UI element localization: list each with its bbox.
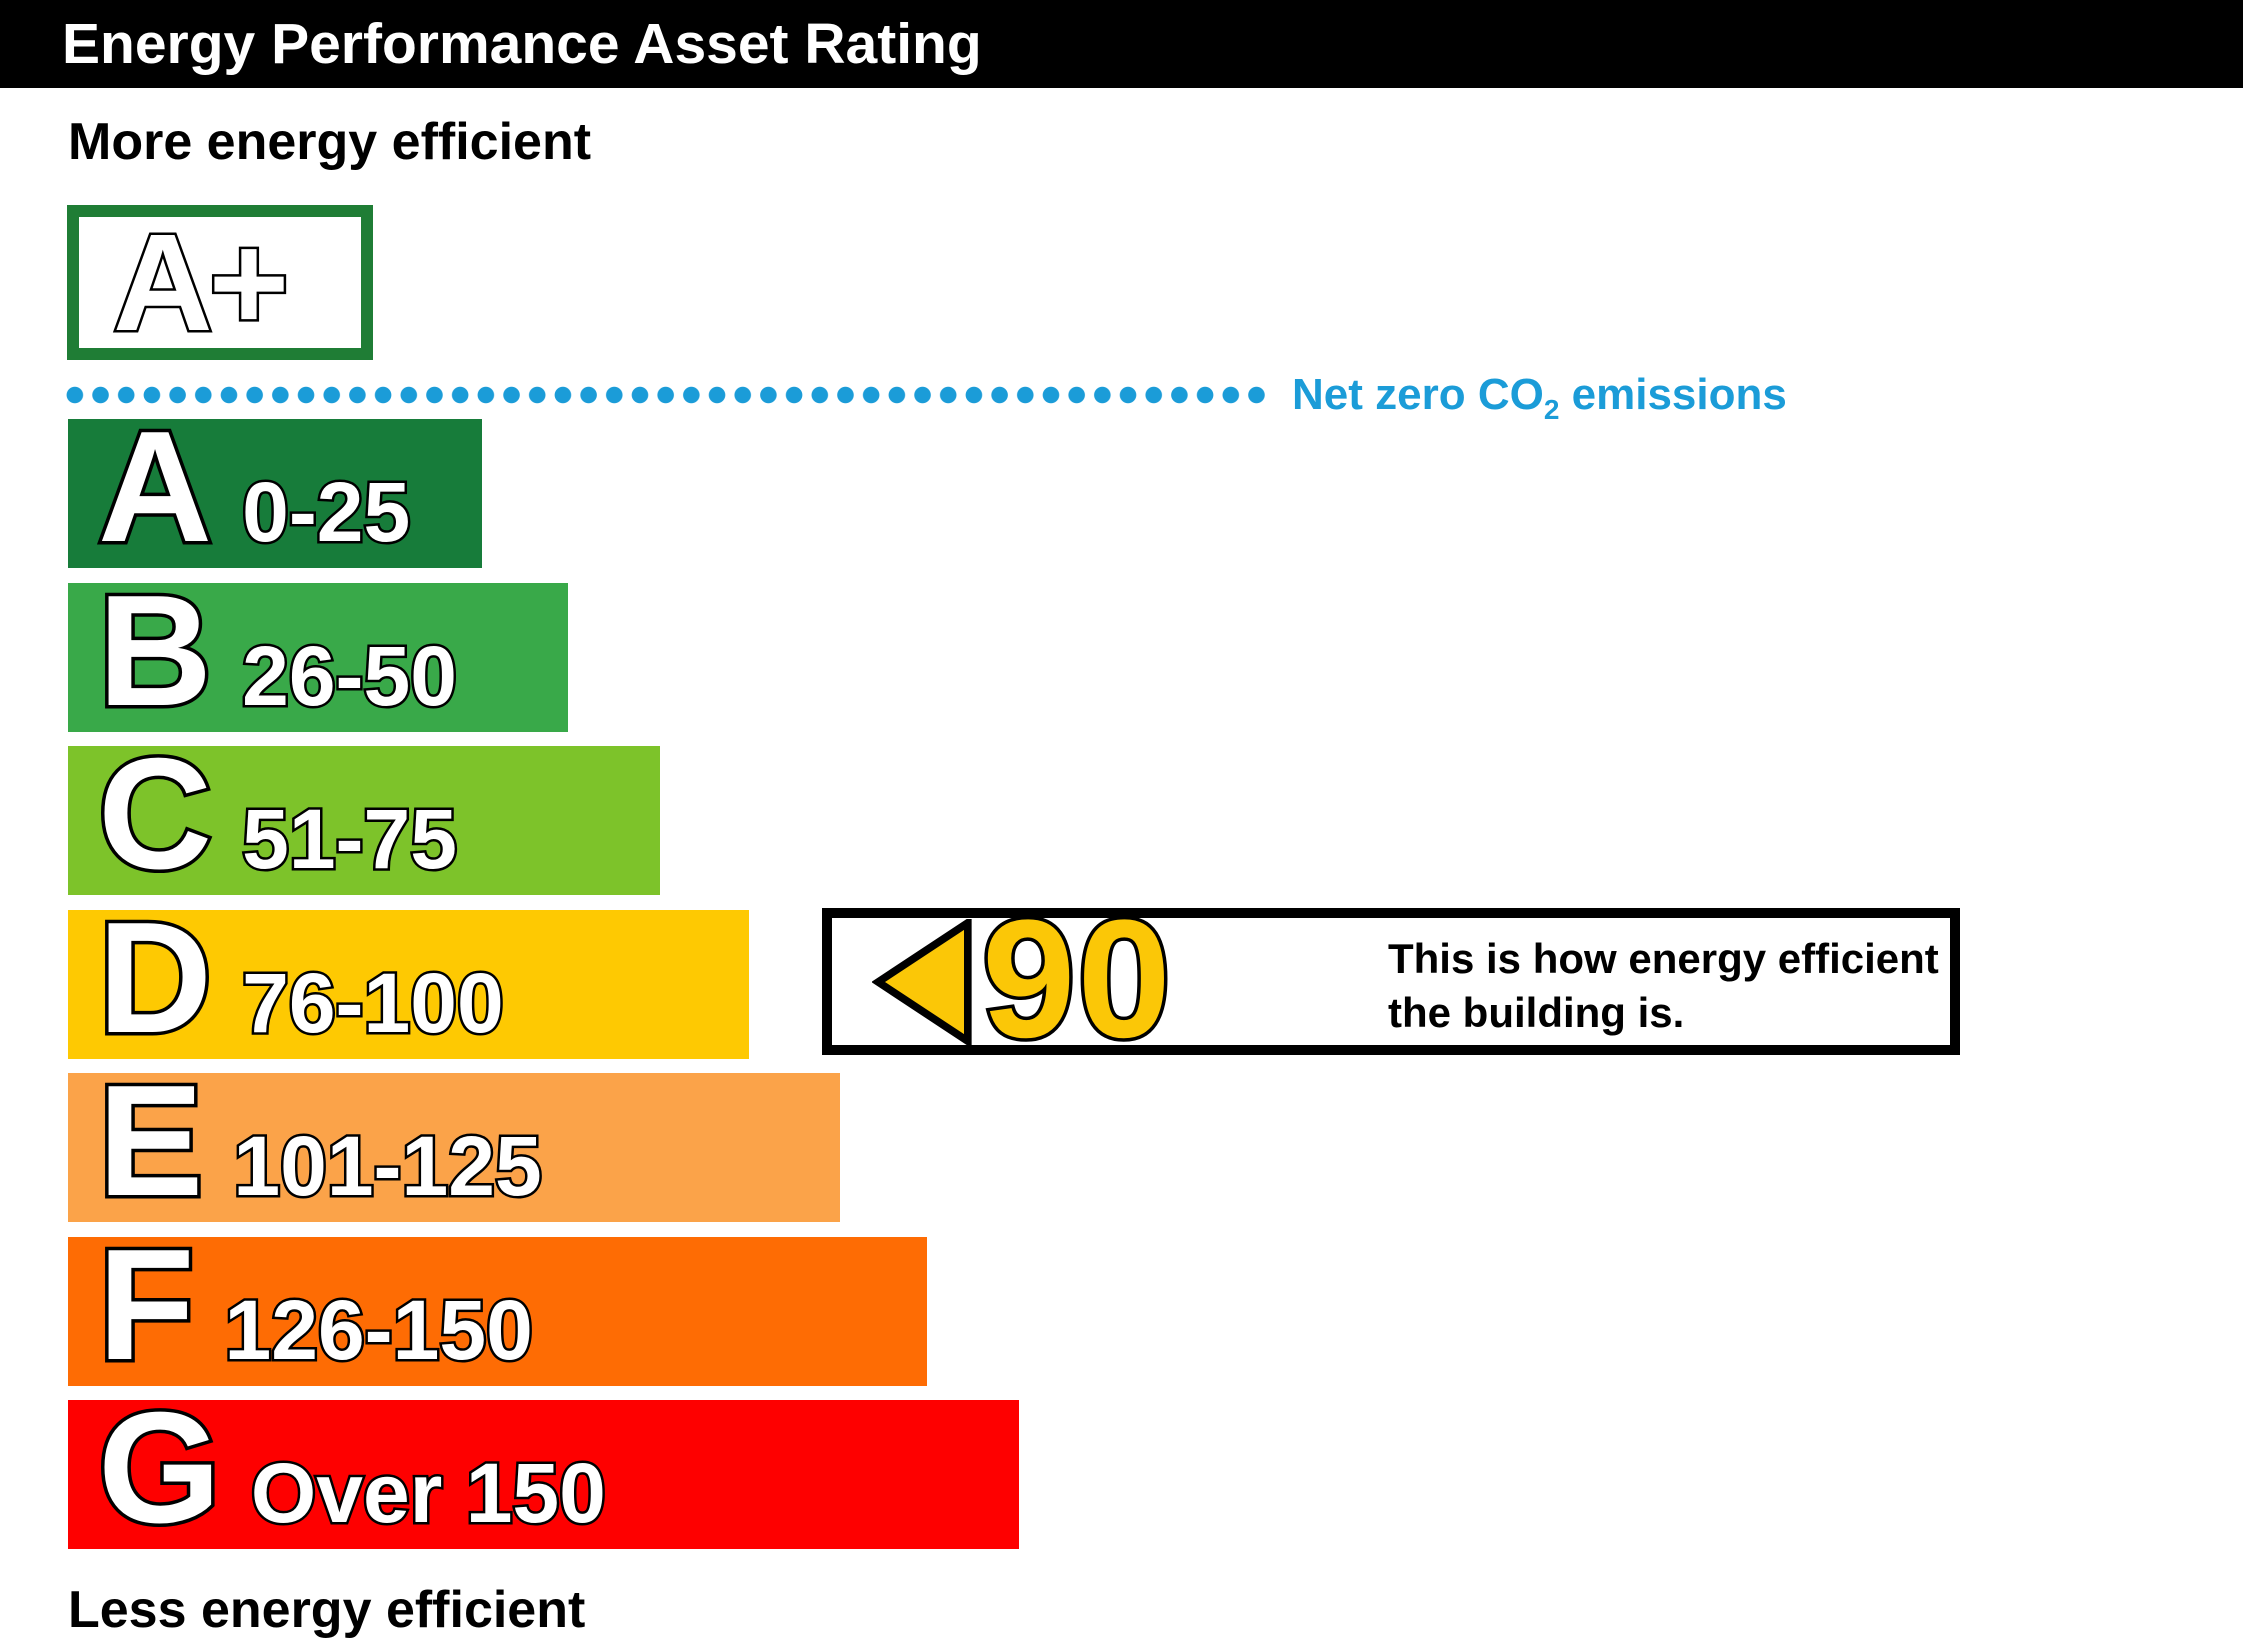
band-range: 126-150 <box>222 1283 535 1377</box>
band-b: B 26-50 <box>68 569 568 734</box>
band-a-plus: A+ <box>67 205 373 360</box>
less-efficient-label: Less energy efficient <box>68 1581 586 1639</box>
band-text: D 76-100 <box>94 896 507 1061</box>
band-text: C 51-75 <box>94 732 460 897</box>
band-letter: F <box>95 1217 198 1393</box>
header-bar: Energy Performance Asset Rating <box>0 0 2243 88</box>
net-zero-dotted-line <box>62 386 1268 404</box>
net-zero-label-suffix: emissions <box>1559 370 1787 419</box>
band-letter: D <box>94 890 215 1066</box>
band-text: E 101-125 <box>94 1059 544 1224</box>
band-e: E 101-125 <box>68 1059 840 1224</box>
band-letter: B <box>94 563 215 739</box>
band-f: F 126-150 <box>68 1223 927 1388</box>
net-zero-label: Net zero CO2 emissions <box>1292 368 1787 437</box>
net-zero-label-subscript: 2 <box>1543 393 1560 425</box>
band-g: G Over 150 <box>68 1386 1019 1551</box>
band-range: 51-75 <box>240 792 460 886</box>
band-range: 101-125 <box>231 1119 544 1213</box>
band-range: Over 150 <box>248 1446 608 1540</box>
rating-description-line2: the building is. <box>1388 989 1685 1036</box>
band-range: 26-50 <box>240 629 460 723</box>
band-range: 76-100 <box>240 956 507 1050</box>
page-title: Energy Performance Asset Rating <box>62 12 982 76</box>
rating-arrow-icon <box>872 918 972 1045</box>
band-range: 0-25 <box>240 465 413 559</box>
net-zero-label-prefix: Net zero CO <box>1292 370 1544 419</box>
rating-description: This is how energy efficient the buildin… <box>1388 932 1939 1040</box>
rating-indicator: 90 This is how energy efficient the buil… <box>822 891 1960 1066</box>
band-d: D 76-100 <box>68 896 749 1061</box>
band-letter: A <box>94 399 215 575</box>
more-efficient-label: More energy efficient <box>68 113 592 171</box>
band-text: G Over 150 <box>95 1386 609 1551</box>
band-letter: C <box>94 726 215 902</box>
band-text: B 26-50 <box>94 569 460 734</box>
rating-description-line1: This is how energy efficient <box>1388 935 1939 982</box>
rating-value: 90 <box>979 884 1175 1073</box>
band-letter: G <box>95 1380 225 1556</box>
band-c: C 51-75 <box>68 732 660 897</box>
band-a: A 0-25 <box>68 405 482 570</box>
band-a-plus-label: A+ <box>110 205 291 360</box>
band-text: F 126-150 <box>95 1223 536 1388</box>
band-text: A 0-25 <box>94 405 413 570</box>
band-letter: E <box>94 1053 206 1229</box>
